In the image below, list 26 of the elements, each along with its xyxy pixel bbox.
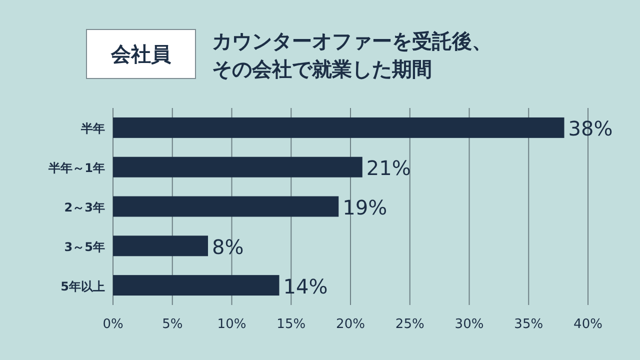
x-tick-label: 10% — [217, 317, 246, 332]
data-label: 14% — [283, 274, 328, 298]
bar — [113, 236, 208, 256]
x-tick-label: 20% — [336, 317, 365, 332]
y-tick-label: 半年 — [80, 122, 105, 136]
x-tick-label: 0% — [102, 317, 124, 332]
chart-title: カウンターオファーを受託後、その会社で就業した期間 — [212, 28, 493, 83]
bar — [113, 117, 564, 138]
y-tick-label: 半年～1年 — [48, 161, 105, 176]
x-tick-label: 35% — [514, 317, 544, 332]
chart-subtitle: 会社員 — [86, 29, 196, 79]
x-tick-label: 15% — [276, 317, 306, 332]
x-tick-label: 25% — [395, 317, 424, 332]
x-tick-label: 30% — [454, 317, 484, 332]
bar — [113, 275, 280, 296]
data-label: 8% — [212, 234, 244, 259]
data-label: 38% — [568, 116, 613, 141]
data-label: 21% — [366, 156, 411, 180]
y-tick-label: 2～3年 — [64, 200, 105, 214]
bar — [113, 196, 339, 217]
x-tick-label: 5% — [162, 317, 183, 332]
x-tick-label: 40% — [574, 317, 602, 332]
y-tick-label: 5年以上 — [60, 279, 105, 294]
bar — [113, 156, 362, 178]
y-tick-label: 3～5年 — [64, 240, 105, 254]
data-label: 19% — [342, 196, 388, 220]
